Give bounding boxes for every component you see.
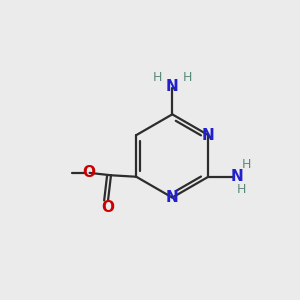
Text: N: N — [230, 169, 243, 184]
Text: N: N — [202, 128, 215, 142]
Text: O: O — [101, 200, 114, 215]
Text: N: N — [166, 79, 179, 94]
Text: H: H — [242, 158, 251, 171]
Text: N: N — [166, 190, 179, 205]
Text: H: H — [153, 71, 162, 84]
Text: O: O — [82, 165, 95, 180]
Text: H: H — [182, 71, 192, 84]
Text: H: H — [236, 183, 246, 196]
